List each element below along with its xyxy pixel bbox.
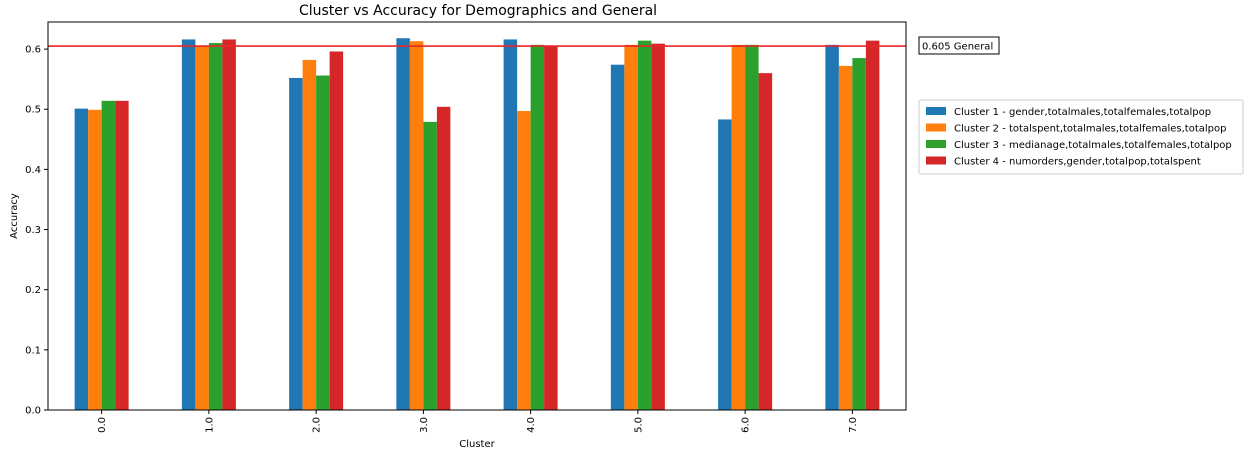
- x-axis: 0.0 1.0 2.0 3.0 4.0 5.0 6.0 7.0: [97, 410, 859, 433]
- legend-label-4: Cluster 4 - numorders,gender,totalpop,to…: [954, 157, 1201, 168]
- x-tick-label: 5.0: [633, 417, 644, 433]
- bar-series-3-cluster-4.0: [530, 44, 545, 410]
- bar-series-1-cluster-0.0: [74, 108, 89, 410]
- x-tick-label: 3.0: [419, 417, 430, 433]
- reference-label-text: 0.605 General: [922, 42, 993, 53]
- bar-series-1-cluster-7.0: [825, 44, 839, 410]
- bar-series-2-cluster-1.0: [195, 46, 209, 411]
- bar-series-4-cluster-5.0: [651, 43, 665, 410]
- legend: Cluster 1 - gender,totalmales,totalfemal…: [918, 99, 1244, 175]
- bar-series-1-cluster-5.0: [610, 64, 625, 410]
- bar-series-2-cluster-5.0: [624, 44, 638, 410]
- legend-swatch-4: [926, 156, 946, 165]
- bar-series-1-cluster-6.0: [718, 119, 732, 410]
- y-tick-label: 0.0: [25, 406, 41, 417]
- bar-series-3-cluster-1.0: [208, 43, 223, 411]
- x-tick-label: 7.0: [848, 417, 859, 433]
- bar-series-2-cluster-3.0: [409, 41, 424, 411]
- legend-frame: [918, 99, 1244, 175]
- bar-series-2-cluster-6.0: [731, 44, 746, 410]
- legend-swatch-2: [926, 123, 946, 132]
- y-tick-label: 0.5: [25, 105, 41, 116]
- bar-series-4-cluster-0.0: [115, 100, 129, 410]
- y-tick-label: 0.1: [25, 345, 41, 356]
- x-tick-label: 0.0: [97, 417, 108, 433]
- bar-series-2-cluster-2.0: [302, 59, 317, 410]
- x-tick-label: 2.0: [312, 417, 323, 433]
- legend-swatch-1: [926, 107, 946, 115]
- bar-series-1-cluster-4.0: [503, 39, 518, 411]
- bar-series-4-cluster-1.0: [222, 39, 236, 411]
- x-tick-label: 6.0: [741, 417, 752, 433]
- legend-label-2: Cluster 2 - totalspent,totalmales,totalf…: [954, 124, 1226, 135]
- bar-series-2-cluster-7.0: [838, 65, 853, 410]
- bar-series-1-cluster-3.0: [396, 38, 410, 411]
- bar-series-4-cluster-7.0: [865, 40, 880, 410]
- legend-label-1: Cluster 1 - gender,totalmales,totalfemal…: [954, 107, 1211, 118]
- bar-series-2-cluster-4.0: [517, 111, 531, 411]
- bar-series-1-cluster-2.0: [289, 77, 303, 410]
- bar-series-1-cluster-1.0: [181, 39, 196, 411]
- bar-series-4-cluster-3.0: [436, 106, 451, 410]
- y-axis-label: Accuracy: [9, 193, 20, 239]
- x-tick-label: 1.0: [204, 417, 215, 433]
- bar-series-3-cluster-2.0: [316, 75, 330, 410]
- y-tick-label: 0.2: [25, 285, 41, 296]
- y-tick-label: 0.6: [25, 45, 41, 56]
- x-tick-label: 4.0: [526, 417, 537, 433]
- bar-series-3-cluster-7.0: [852, 58, 866, 411]
- x-axis-label: Cluster: [459, 439, 495, 450]
- bar-series-3-cluster-5.0: [637, 40, 652, 410]
- bar-series-2-cluster-0.0: [88, 109, 102, 410]
- y-tick-label: 0.3: [25, 225, 41, 236]
- bars-group: [74, 38, 880, 411]
- plot-frame: [47, 21, 907, 411]
- chart-title: Cluster vs Accuracy for Demographics and…: [299, 3, 657, 19]
- bar-series-3-cluster-0.0: [101, 100, 116, 410]
- bar-series-3-cluster-6.0: [745, 44, 759, 410]
- y-tick-label: 0.4: [25, 165, 41, 176]
- bar-series-3-cluster-3.0: [423, 121, 437, 410]
- bar-series-4-cluster-6.0: [758, 73, 773, 411]
- bar-series-4-cluster-4.0: [544, 46, 558, 411]
- bar-series-4-cluster-2.0: [329, 51, 344, 411]
- legend-swatch-3: [926, 140, 946, 148]
- y-axis: 0.0 0.1 0.2 0.3 0.4 0.5 0.6: [25, 45, 48, 417]
- reference-label-box: [918, 36, 1000, 55]
- legend-label-3: Cluster 3 - medianage,totalmales,totalfe…: [954, 140, 1232, 151]
- reference-label: 0.605 General: [918, 36, 1000, 55]
